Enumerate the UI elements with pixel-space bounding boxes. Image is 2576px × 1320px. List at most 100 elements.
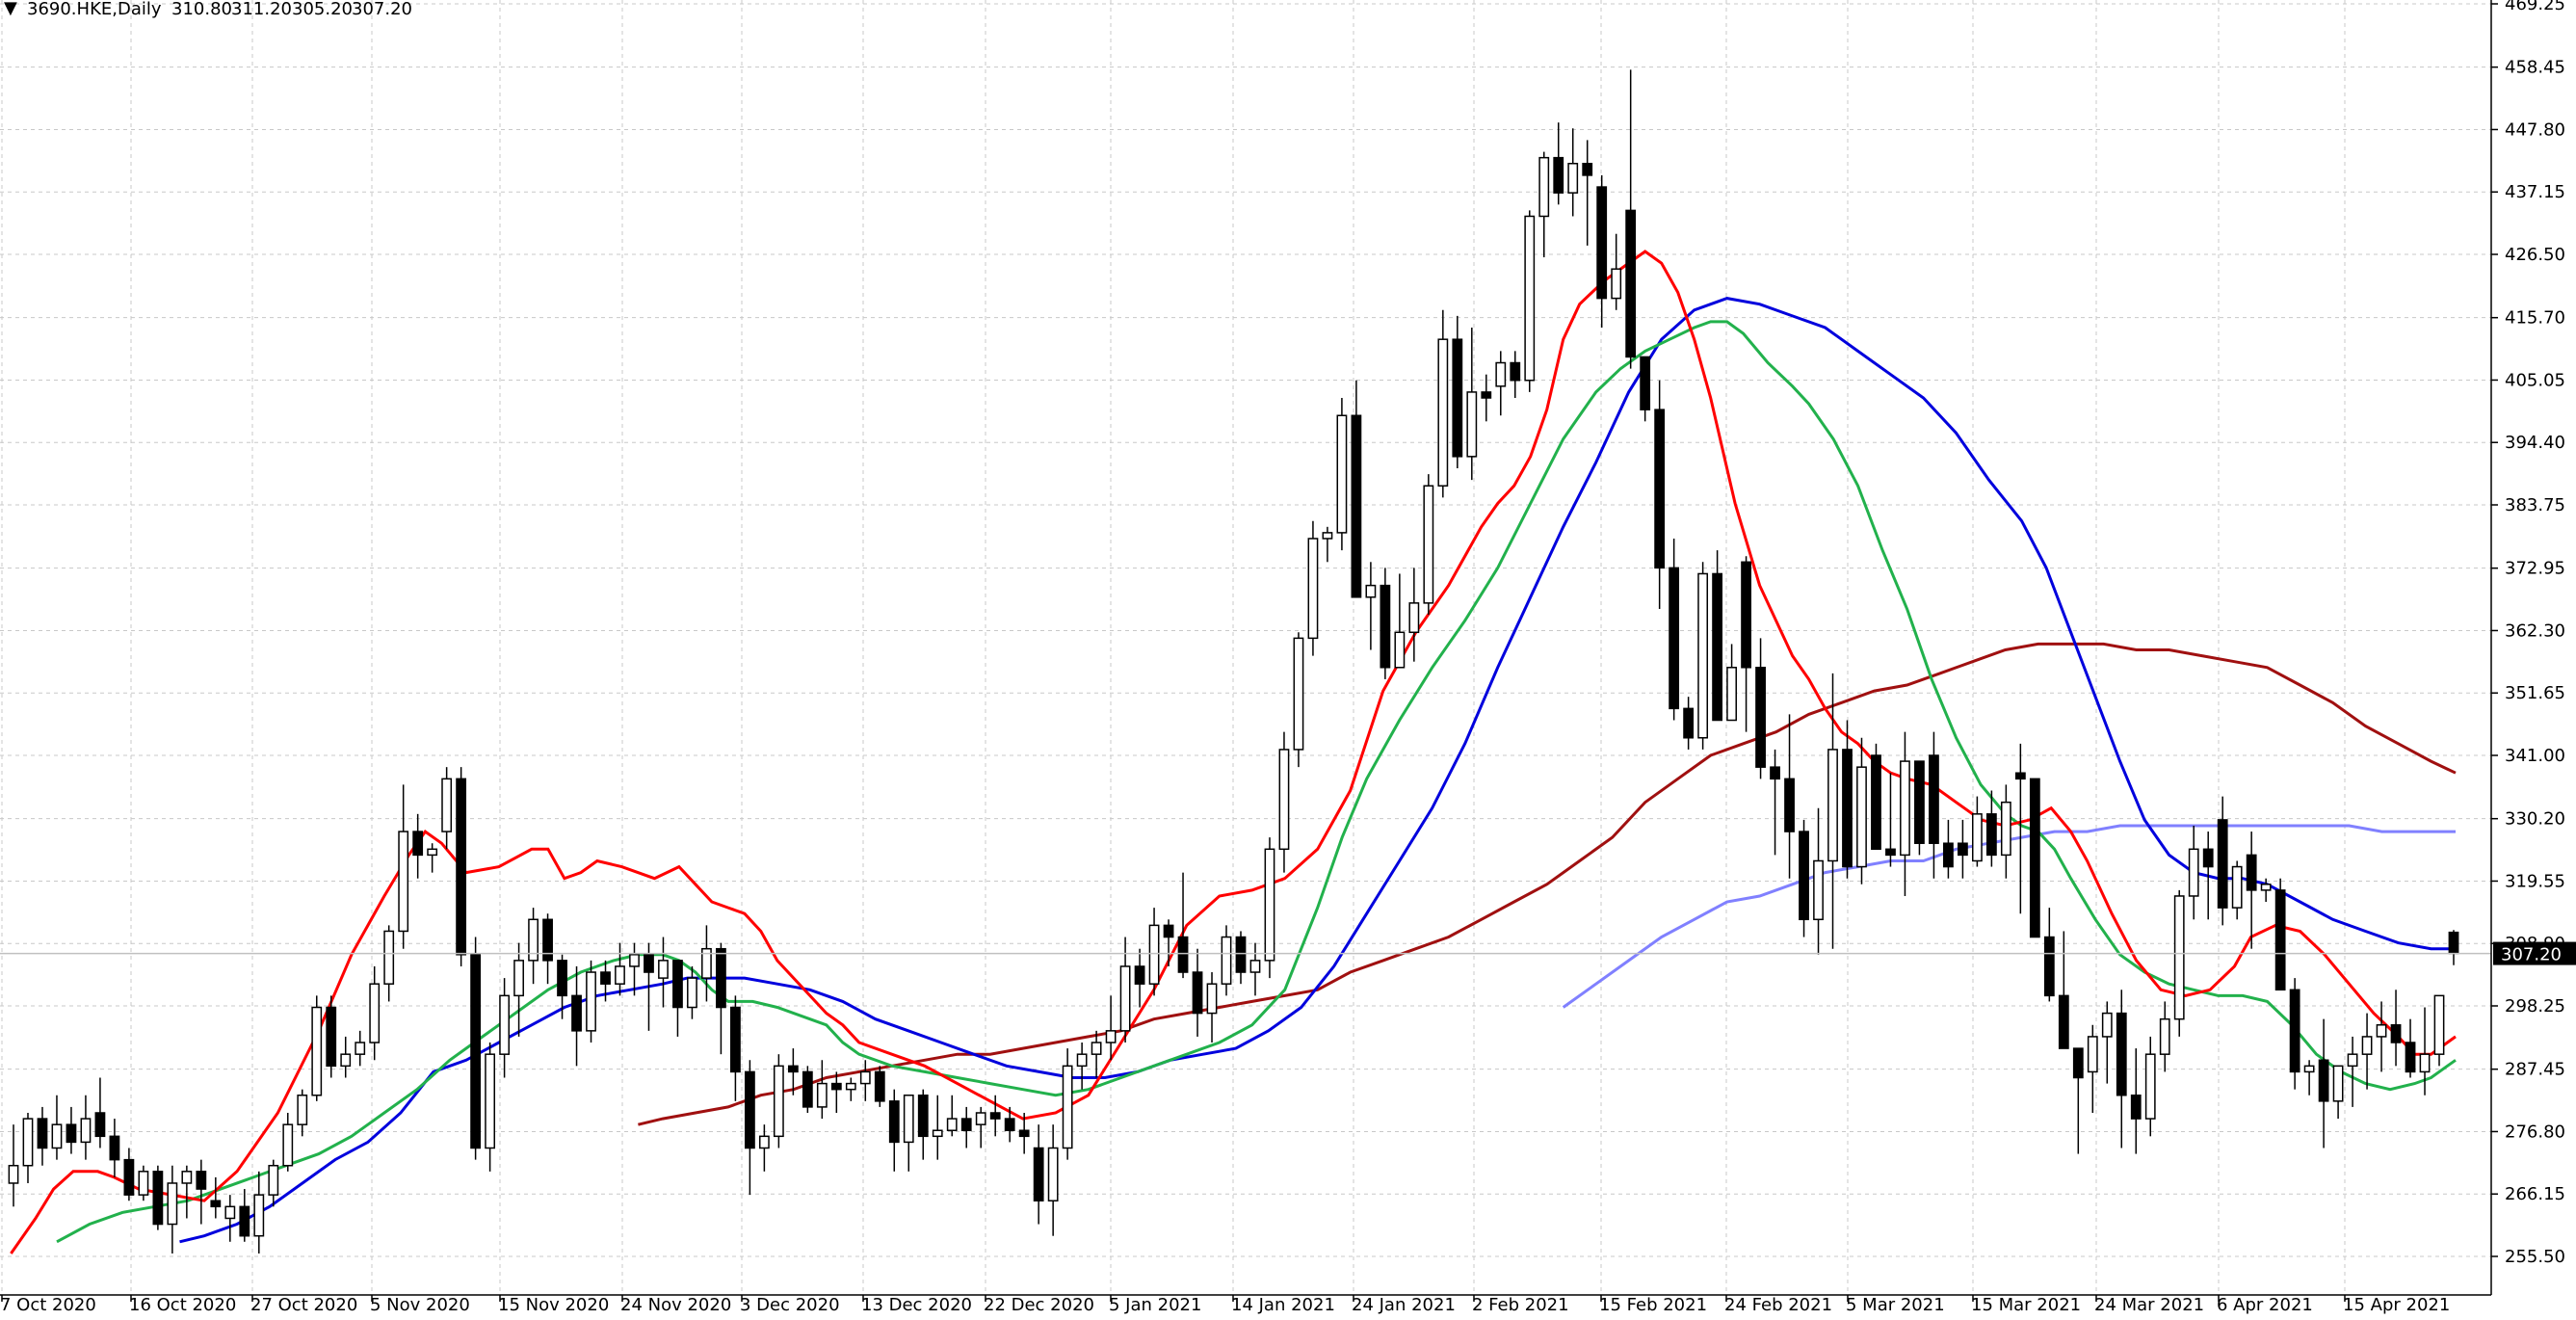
candle-body: [37, 1118, 48, 1149]
candle: [1235, 931, 1247, 985]
candle-body: [1697, 572, 1709, 739]
candle-body: [2072, 1047, 2084, 1079]
candle-body: [1091, 1042, 1102, 1055]
candle: [1943, 819, 1954, 879]
candle: [181, 1165, 193, 1219]
dropdown-triangle-icon[interactable]: ▼: [4, 0, 17, 18]
candle: [1784, 714, 1795, 879]
candle: [80, 1095, 92, 1160]
candle-body: [542, 918, 553, 962]
candle-body: [1105, 1030, 1117, 1043]
candle: [1958, 819, 1968, 879]
close-value: 307.20: [352, 0, 412, 19]
candle: [571, 965, 582, 1067]
candle-body: [1495, 361, 1507, 387]
candle-body: [2419, 1053, 2431, 1073]
candle: [1047, 1124, 1059, 1236]
candle-body: [224, 1205, 236, 1220]
candle: [138, 1165, 149, 1201]
candle-body: [2332, 1065, 2344, 1102]
candle-body: [629, 954, 640, 967]
candle: [1466, 328, 1478, 481]
candle-body: [383, 930, 395, 985]
candle-body: [758, 1135, 770, 1149]
candle: [1307, 520, 1319, 656]
candle-body: [1611, 268, 1622, 300]
candle: [2347, 1036, 2358, 1107]
candle: [2390, 990, 2402, 1067]
candle: [1755, 638, 1766, 779]
candle: [2217, 796, 2228, 926]
candle: [1625, 69, 1637, 369]
candle: [816, 1060, 828, 1120]
candle: [1669, 538, 1680, 721]
ma-blue-line: [179, 297, 2456, 1244]
candle: [1004, 1106, 1015, 1143]
candle-body: [2231, 865, 2243, 909]
candle-body: [1264, 848, 1275, 962]
candle-body: [2000, 801, 2011, 857]
candle: [1206, 972, 1218, 1043]
candle-body: [2274, 889, 2286, 991]
candle: [1900, 731, 1910, 896]
price-tick-label: 298.25: [2505, 996, 2565, 1016]
candle: [2116, 990, 2127, 1148]
candle-body: [167, 1182, 178, 1226]
candle: [2361, 1013, 2373, 1090]
symbol-label: 3690.HKE,Daily: [27, 0, 162, 19]
candle-body: [355, 1042, 366, 1055]
candle: [1076, 1043, 1088, 1090]
candle: [2405, 1018, 2416, 1078]
candle: [932, 1095, 943, 1160]
candle: [456, 767, 467, 966]
candle: [1091, 1030, 1102, 1078]
candle-body: [1394, 631, 1406, 669]
candle-body: [2159, 1017, 2170, 1055]
candle-body: [369, 983, 381, 1043]
candle-body: [2029, 778, 2040, 938]
candle: [412, 813, 424, 879]
candle-body: [571, 994, 582, 1032]
time-tick-label: 5 Jan 2021: [1109, 1295, 1201, 1315]
candle-body: [441, 778, 453, 832]
ma-green-line: [56, 320, 2457, 1244]
candle: [2332, 1065, 2344, 1120]
candle-body: [1278, 749, 1290, 851]
time-tick-label: 22 Dec 2020: [984, 1295, 1094, 1315]
candle: [2188, 825, 2199, 920]
time-tick-label: 13 Dec 2020: [861, 1295, 972, 1315]
candle-body: [196, 1171, 207, 1190]
candle-body: [470, 954, 482, 1149]
candle-body: [8, 1164, 19, 1184]
candle-body: [1408, 602, 1420, 634]
candle: [730, 995, 741, 1101]
candle-body: [1004, 1118, 1015, 1131]
candle: [1062, 1048, 1073, 1160]
candle-body: [528, 918, 539, 962]
chart-header[interactable]: ▼ 3690.HKE,Daily 310.80 311.20 305.20 30…: [4, 0, 412, 19]
candle-body: [1669, 567, 1680, 710]
time-tick-label: 24 Jan 2021: [1352, 1295, 1456, 1315]
candle: [66, 1106, 77, 1154]
candle: [1293, 632, 1304, 768]
price-tick-label: 276.80: [2505, 1122, 2565, 1142]
candle-body: [1018, 1129, 1030, 1138]
candle-body: [1163, 924, 1174, 938]
candle: [2173, 889, 2185, 1037]
candle-body: [615, 965, 625, 985]
candle: [1524, 210, 1536, 392]
candle-body: [1885, 848, 1896, 857]
candle: [701, 925, 712, 1002]
candle-body: [2116, 1012, 2127, 1096]
candle-body: [730, 1006, 741, 1073]
candle: [1278, 731, 1290, 873]
candle: [1885, 773, 1896, 867]
candle: [989, 1095, 1001, 1137]
candle-body: [2361, 1036, 2373, 1055]
candle-body: [2405, 1042, 2416, 1073]
candle-body: [1640, 356, 1651, 410]
candle: [2159, 1001, 2170, 1072]
candle: [2318, 1018, 2329, 1148]
candle: [1842, 720, 1853, 879]
candle: [1148, 908, 1160, 996]
